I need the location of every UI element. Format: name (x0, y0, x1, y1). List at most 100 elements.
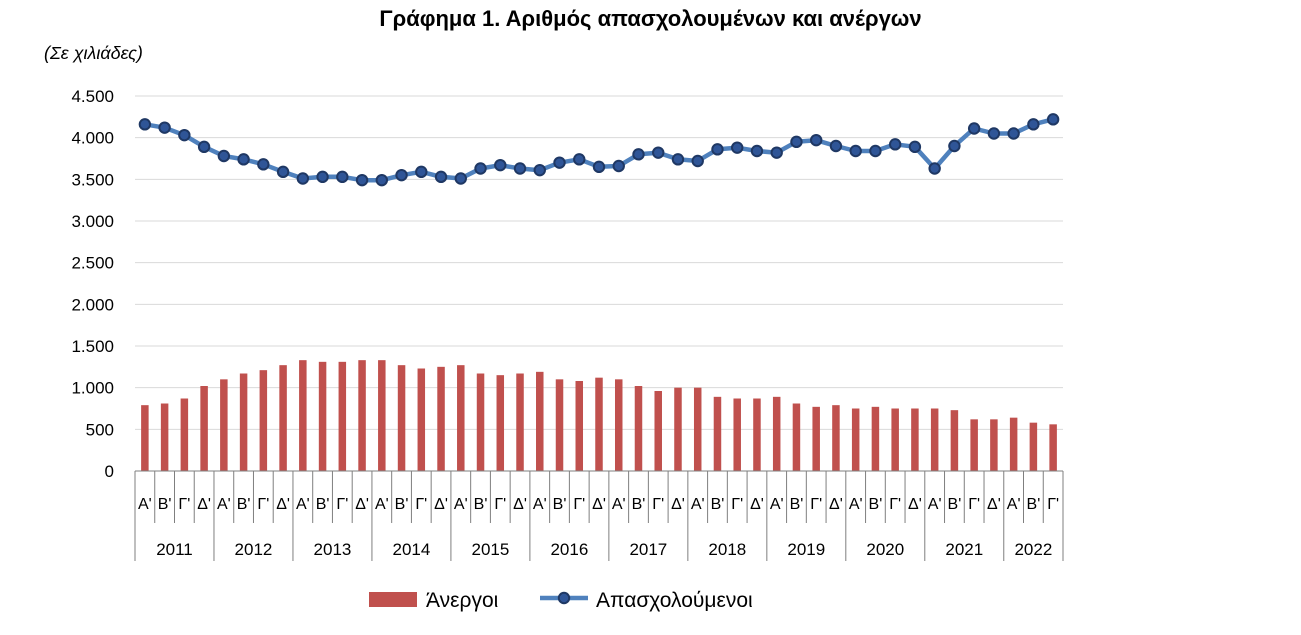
point-employed (415, 165, 428, 179)
point-employed (1046, 113, 1060, 126)
year-label: 2016 (550, 540, 588, 559)
quarter-label: Α' (138, 496, 152, 513)
bar-unemployed (141, 405, 149, 471)
quarter-label: Δ' (592, 496, 606, 513)
quarter-label: Γ' (573, 496, 585, 513)
bar-unemployed (220, 379, 228, 471)
point-employed (1007, 127, 1020, 140)
point-employed (217, 149, 231, 163)
point-employed (375, 173, 389, 187)
bar-unemployed (318, 361, 327, 471)
point-employed (513, 162, 527, 175)
quarter-label: Δ' (355, 496, 369, 513)
quarter-label: Α' (296, 496, 310, 513)
point-employed (770, 146, 783, 159)
bar-unemployed (753, 398, 761, 471)
bar-unemployed (1029, 422, 1038, 471)
point-employed (790, 135, 803, 149)
point-employed (533, 163, 546, 177)
bar-unemployed (772, 396, 781, 471)
year-label: 2018 (708, 540, 746, 559)
point-employed (829, 139, 843, 153)
y-axis-tick-labels: 0 500 1.000 1.500 2.000 2.500 3.000 3.500 4.000 4… (71, 87, 114, 481)
point-employed (395, 168, 408, 182)
quarter-label: Β' (632, 496, 646, 513)
point-employed (474, 162, 487, 175)
bar-unemployed (180, 398, 189, 471)
point-employed (711, 143, 724, 156)
legend-marker-employed (557, 591, 571, 605)
bar-unemployed (733, 398, 741, 471)
year-label: 2011 (156, 540, 193, 559)
quarter-label: Β' (316, 496, 330, 513)
quarter-label: Γ' (968, 496, 980, 513)
y-tick-label: 4.500 (71, 87, 114, 106)
bar-unemployed (693, 387, 702, 471)
bar-unemployed (239, 373, 248, 471)
point-employed (197, 140, 211, 154)
year-label: 2013 (314, 540, 352, 559)
point-employed (671, 153, 685, 166)
bar-unemployed (200, 386, 208, 471)
quarter-label: Β' (474, 496, 488, 513)
y-tick-label: 1.000 (71, 379, 114, 398)
quarter-label: Γ' (652, 496, 664, 513)
point-employed (316, 170, 329, 184)
y-tick-label: 3.500 (71, 170, 114, 189)
point-employed (355, 173, 369, 187)
bar-unemployed (891, 408, 899, 471)
quarter-label: Β' (553, 496, 567, 513)
point-employed (276, 165, 290, 179)
point-employed (257, 158, 270, 171)
quarter-label: Γ' (810, 496, 822, 513)
bar-unemployed (832, 405, 840, 471)
bar-unemployed (595, 377, 603, 471)
bar-unemployed (457, 365, 465, 471)
point-employed (454, 172, 467, 185)
quarter-label: Β' (395, 496, 409, 513)
quarter-label: Α' (928, 496, 942, 513)
point-employed (731, 141, 744, 154)
point-employed (632, 148, 645, 161)
bar-unemployed (299, 360, 307, 471)
quarter-label: Α' (454, 496, 468, 513)
bar-unemployed (1009, 417, 1018, 471)
bar-series (141, 360, 1057, 471)
year-label: 2012 (235, 540, 273, 559)
quarter-label: Γ' (1047, 496, 1059, 513)
bar-unemployed (930, 408, 939, 471)
quarter-label: Δ' (276, 496, 290, 513)
chart-title: Γράφημα 1. Αριθμός απασχολουμένων και αν… (379, 6, 922, 31)
quarter-label: Α' (849, 496, 863, 513)
quarter-label: Δ' (987, 496, 1001, 513)
year-label: 2022 (1014, 540, 1052, 559)
point-employed (573, 153, 586, 166)
line-series (138, 113, 1060, 187)
bar-unemployed (654, 391, 662, 471)
quarter-label: Δ' (197, 496, 211, 513)
bar-unemployed (338, 361, 347, 471)
bar-unemployed (871, 406, 880, 471)
bar-unemployed (1049, 424, 1057, 471)
bar-unemployed (397, 365, 406, 471)
point-employed (691, 154, 704, 168)
year-label: 2020 (866, 540, 904, 559)
quarter-label: Γ' (415, 496, 427, 513)
quarter-label: Δ' (750, 496, 764, 513)
bar-unemployed (496, 375, 505, 471)
quarter-label: Α' (533, 496, 547, 513)
quarter-label: Β' (948, 496, 962, 513)
year-label: 2021 (945, 540, 983, 559)
point-employed (849, 144, 862, 158)
point-employed (612, 159, 625, 173)
bar-unemployed (378, 360, 386, 471)
y-tick-label: 3.000 (71, 212, 114, 231)
point-employed (336, 170, 349, 184)
quarter-label: Γ' (889, 496, 901, 513)
point-employed (158, 121, 171, 134)
y-tick-label: 2.000 (71, 295, 114, 314)
point-employed (967, 122, 981, 135)
legend-label-employed: Απασχολούμενοι (596, 589, 753, 612)
bar-unemployed (575, 381, 584, 471)
quarter-label: Α' (375, 496, 389, 513)
